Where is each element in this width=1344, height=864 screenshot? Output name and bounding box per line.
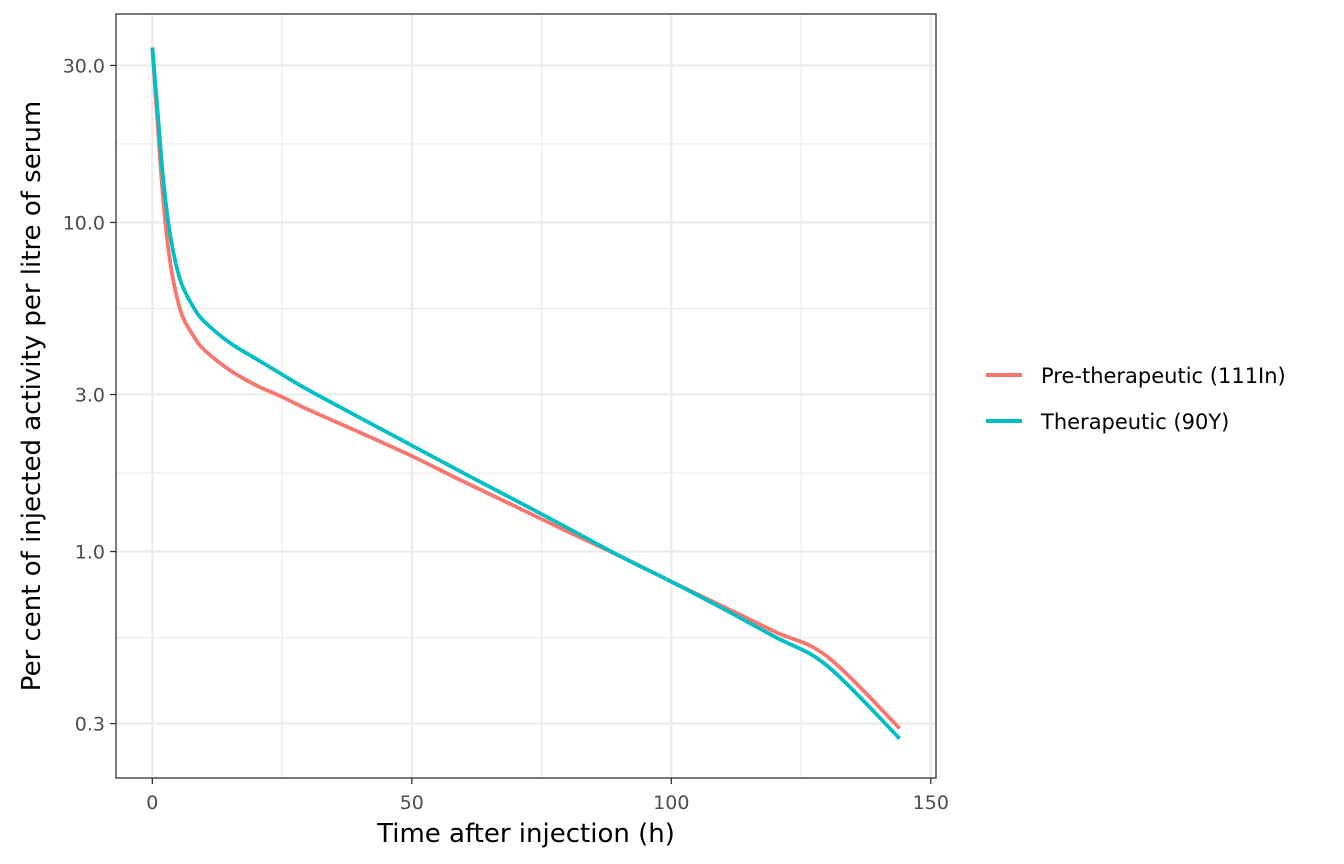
legend-label-2: Therapeutic (90Y) <box>1040 410 1229 434</box>
legend: Pre-therapeutic (111In) Therapeutic (90Y) <box>986 364 1286 434</box>
y-tick-label: 1.0 <box>75 542 105 564</box>
series-layer <box>150 47 902 740</box>
x-tick-label: 100 <box>653 792 689 814</box>
x-tick-label: 50 <box>400 792 424 814</box>
y-tick-label: 0.3 <box>75 714 105 736</box>
x-tick-label: 150 <box>913 792 949 814</box>
y-tick-label: 10.0 <box>63 212 105 234</box>
x-tick-label: 0 <box>146 792 158 814</box>
series-line-1 <box>150 47 902 730</box>
y-tick-label: 3.0 <box>75 385 105 407</box>
axis-ticks: 0 50 100 150 0.3 1.0 3.0 10.0 30.0 <box>63 55 949 814</box>
legend-label-1: Pre-therapeutic (111In) <box>1041 364 1286 388</box>
panel-border <box>115 13 937 779</box>
gridlines <box>116 14 936 778</box>
y-axis-title: Per cent of injected activity per litre … <box>17 101 47 691</box>
y-tick-label: 30.0 <box>63 55 105 77</box>
x-axis-title: Time after injection (h) <box>376 819 675 849</box>
series-line-2 <box>150 47 902 740</box>
